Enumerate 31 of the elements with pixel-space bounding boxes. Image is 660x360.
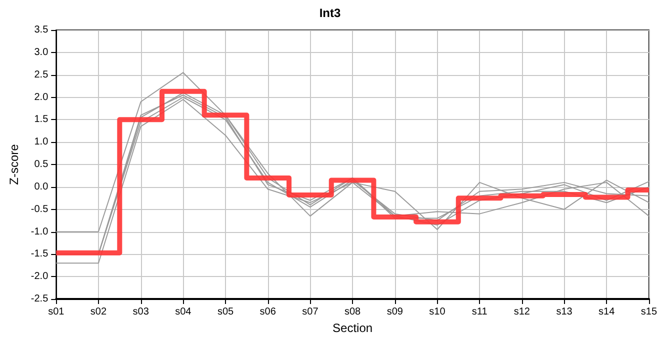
y-tick-label: 0.5	[34, 159, 49, 170]
y-tick-label: -1.0	[30, 226, 49, 238]
x-tick-label: s03	[132, 306, 150, 318]
y-tick-label: 3.0	[34, 46, 49, 58]
y-tick-label: -2.0	[30, 271, 49, 282]
y-axis-title: Z-score	[7, 144, 21, 185]
x-tick-label: s05	[217, 306, 234, 318]
x-tick-label: s10	[429, 306, 446, 318]
y-tick-label: -1.5	[30, 248, 49, 260]
y-tick-label: 2.5	[34, 69, 49, 80]
x-tick-label: s01	[48, 306, 65, 318]
x-tick-label: s06	[260, 306, 276, 318]
y-tick-label: -0.5	[30, 204, 49, 215]
y-tick-label: 0.0	[34, 181, 49, 192]
x-tick-label: s09	[386, 306, 404, 318]
y-tick-label: 1.5	[34, 114, 49, 126]
x-tick-label: s14	[598, 306, 616, 318]
x-tick-label: s08	[344, 306, 362, 318]
x-tick-label: s02	[90, 306, 107, 318]
y-tick-label: 1.0	[34, 136, 49, 148]
x-axis-title: Section	[332, 320, 373, 335]
x-tick-label: s12	[514, 306, 530, 318]
y-tick-label: 2.0	[34, 92, 49, 103]
x-tick-label: s13	[556, 306, 573, 318]
x-tick-label: s07	[302, 306, 319, 318]
x-tick-label: s04	[175, 306, 192, 318]
y-tick-label: 3.5	[34, 24, 49, 36]
y-tick-label: -2.5	[30, 294, 49, 304]
x-tick-label: s11	[472, 306, 488, 318]
x-tick-label: s15	[640, 306, 658, 318]
chart-title: Int3	[319, 6, 341, 20]
